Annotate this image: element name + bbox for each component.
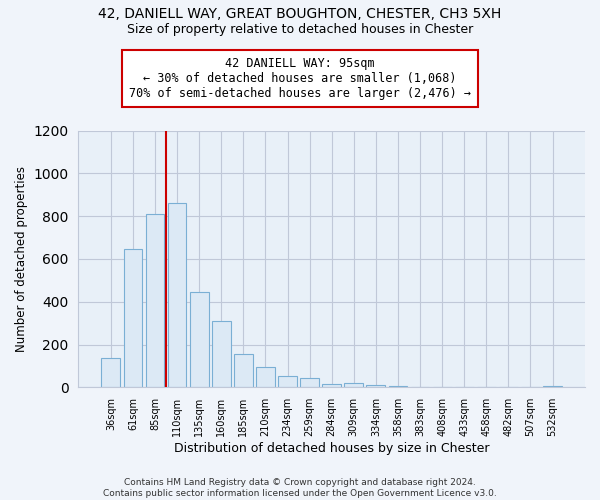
Bar (234, 354, 253, 388)
Bar (146, 214, 164, 388)
Bar (344, 383, 363, 388)
Bar (322, 384, 341, 388)
Text: 42 DANIELL WAY: 95sqm
← 30% of detached houses are smaller (1,068)
70% of semi-d: 42 DANIELL WAY: 95sqm ← 30% of detached … (129, 57, 471, 100)
Bar (367, 385, 385, 388)
Bar (212, 321, 230, 388)
Text: 42, DANIELL WAY, GREAT BOUGHTON, CHESTER, CH3 5XH: 42, DANIELL WAY, GREAT BOUGHTON, CHESTER… (98, 8, 502, 22)
Text: Contains HM Land Registry data © Crown copyright and database right 2024.
Contai: Contains HM Land Registry data © Crown c… (103, 478, 497, 498)
Y-axis label: Number of detached properties: Number of detached properties (15, 166, 28, 352)
Bar (190, 292, 209, 388)
Bar (278, 376, 297, 388)
Bar (124, 250, 142, 388)
Bar (389, 386, 407, 388)
X-axis label: Distribution of detached houses by size in Chester: Distribution of detached houses by size … (174, 442, 490, 455)
Text: Size of property relative to detached houses in Chester: Size of property relative to detached ho… (127, 22, 473, 36)
Bar (543, 386, 562, 388)
Bar (300, 378, 319, 388)
Bar (256, 367, 275, 388)
Bar (167, 204, 187, 388)
Bar (101, 358, 120, 388)
